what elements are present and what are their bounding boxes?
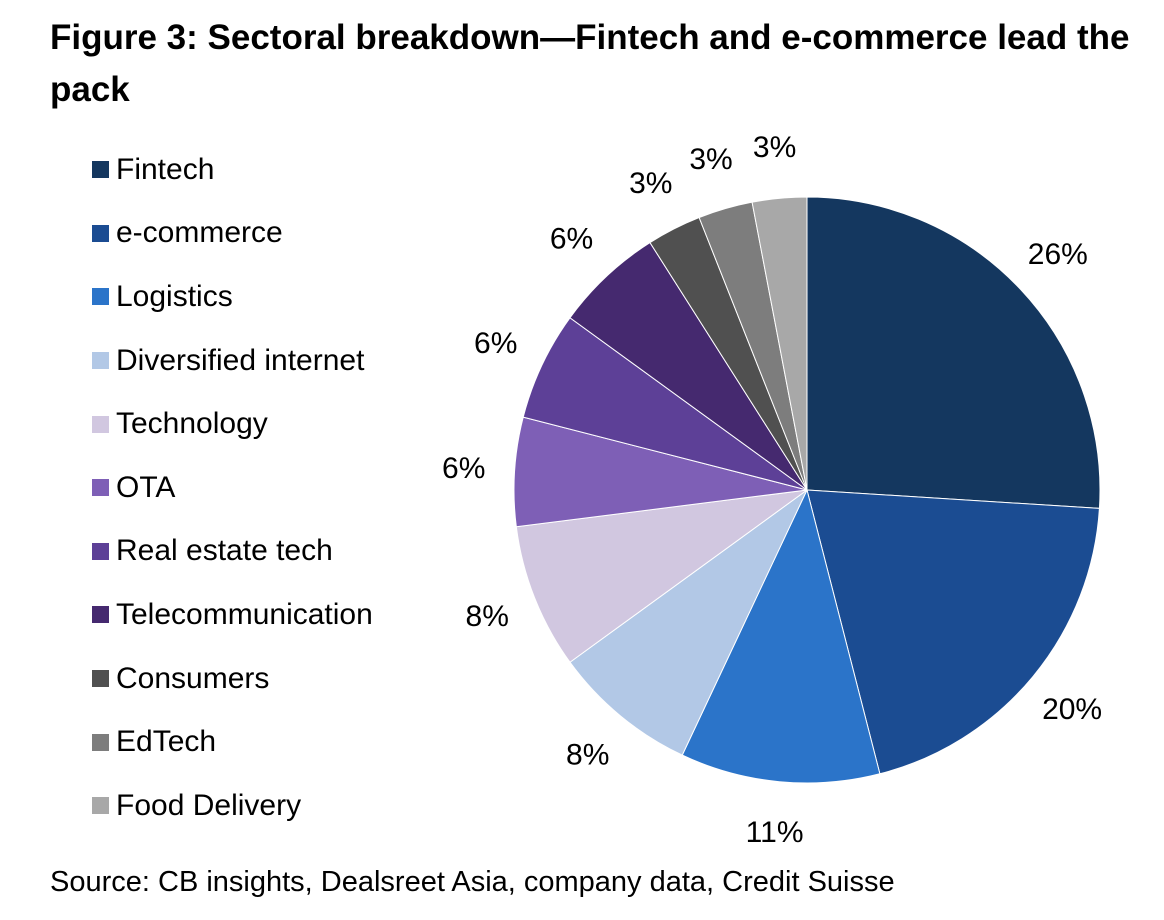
legend-swatch <box>92 415 109 433</box>
slice-data-label: 3% <box>753 131 796 164</box>
slice-data-label: 6% <box>474 327 517 360</box>
pie-slice <box>681 488 881 784</box>
slice-data-label: 8% <box>466 600 509 633</box>
legend-swatch <box>92 479 109 497</box>
legend-item: e-commerce <box>92 202 373 266</box>
chart-legend: Fintech e-commerce Logistics Diversified in… <box>92 138 373 838</box>
slice-data-label: 6% <box>442 452 485 485</box>
legend-label: e-commerce <box>116 216 283 250</box>
legend-item: Telecommunication <box>92 583 373 647</box>
pie-slice <box>751 196 808 491</box>
chart-title: Figure 3: Sectoral breakdown—Fintech and… <box>50 18 1130 109</box>
legend-item: Real estate tech <box>92 520 373 584</box>
pie-slice <box>806 489 1100 775</box>
pie-slice <box>806 196 1101 509</box>
legend-label: EdTech <box>116 725 217 759</box>
slice-data-label: 3% <box>689 143 732 176</box>
legend-swatch <box>92 288 109 306</box>
slice-data-label: 20% <box>1042 693 1102 726</box>
slice-data-label: 6% <box>550 223 593 256</box>
legend-item: Diversified internet <box>92 329 373 393</box>
legend-swatch <box>92 224 109 242</box>
source-note: Source: CB insights, Dealsreet Asia, com… <box>50 866 895 898</box>
legend-label: Diversified internet <box>116 343 365 377</box>
legend-item: EdTech <box>92 710 373 774</box>
legend-label: Telecommunication <box>116 597 373 631</box>
pie-slice <box>569 489 808 756</box>
legend-swatch <box>92 161 109 179</box>
legend-label: Logistics <box>116 279 233 313</box>
legend-swatch <box>92 352 109 370</box>
slice-data-label: 26% <box>1028 238 1088 271</box>
legend-swatch <box>92 733 109 751</box>
legend-item: Consumers <box>92 647 373 711</box>
legend-label: Food Delivery <box>116 788 302 822</box>
legend-swatch <box>92 670 109 688</box>
legend-label: OTA <box>116 470 176 504</box>
legend-label: Fintech <box>116 152 215 186</box>
pie-slice <box>515 489 808 663</box>
legend-item: Logistics <box>92 265 373 329</box>
legend-item: Food Delivery <box>92 774 373 838</box>
slice-data-label: 11% <box>746 816 804 849</box>
legend-label: Real estate tech <box>116 534 333 568</box>
legend-item: Technology <box>92 392 373 456</box>
legend-swatch <box>92 606 109 624</box>
legend-swatch <box>92 542 109 560</box>
legend-swatch <box>92 797 109 815</box>
legend-item: Fintech <box>92 138 373 202</box>
legend-label: Technology <box>116 407 268 441</box>
legend-label: Consumers <box>116 661 270 695</box>
slice-data-label: 3% <box>629 167 672 200</box>
slice-data-label: 8% <box>566 739 609 772</box>
legend-item: OTA <box>92 456 373 520</box>
